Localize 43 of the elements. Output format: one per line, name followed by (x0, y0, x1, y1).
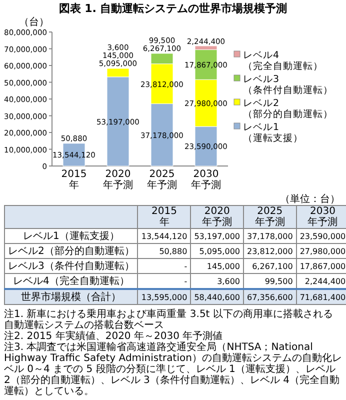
x-tick-label: 2025年予測 (146, 169, 178, 191)
text: 67,356,600 (244, 289, 296, 304)
text: 13,544,120 (141, 232, 188, 240)
x-tick-label: 2015年 (60, 169, 88, 191)
text: 5,095,000 (199, 246, 240, 256)
text: 注3. 本調査では米国運輸省高速道路交通安全局（NHTSA；National Highway Traffic Safety Administration）の自動運転システムの自動化レベル 0～4 までの 5 段階の分類に準じて、レベル 1（運転支援）、レベル 2（部分的自動運転）、レベル 3（条件付自動運転）、レベル 4（完全自動運転）としている。 (4, 342, 342, 397)
text: - (184, 276, 188, 286)
text: 23,590,000 (300, 232, 346, 240)
text: 58,440,600 (190, 289, 244, 304)
text: レベル4（完全自動運転） (13, 276, 130, 287)
legend-label: レベル4 （完全自動運転） (243, 50, 323, 72)
text: 23,812,000 (247, 246, 293, 256)
legend-label: レベル2 （部分的自動運転） (243, 98, 333, 120)
text: 注2. 2015 年実績値、2020 年～2030 年予測値 (4, 331, 224, 342)
text: 71,681,400 (296, 289, 346, 304)
text: 27,980,000 (300, 246, 346, 256)
text: 世界市場規模（合計） (4, 289, 138, 304)
legend-label: レベル1 （運転支援） (243, 122, 303, 144)
text: 145,000 (206, 262, 240, 270)
text: 37,178,000 (247, 232, 293, 240)
text: 注1. 新車における乗用車および車両重量 3.5t 以下の商用車に搭載される自動運転システムの搭載台数ベース (4, 309, 334, 331)
chart-title: 図表 1. 自動運転システムの世界市場規模予測 (58, 2, 288, 15)
text: レベル2（部分的自動運転） (8, 246, 134, 257)
x-tick-label: 2030年予測 (190, 169, 222, 191)
category-label: 2015年 (152, 206, 177, 228)
text: - (184, 262, 188, 270)
y-axis-title: （台） (19, 16, 49, 28)
x-tick-label: 2020年予測 (102, 169, 134, 191)
text: 50,880 (159, 246, 188, 256)
text: 6,267,100 (252, 262, 293, 270)
category-label: 2025年予測 (254, 206, 285, 228)
text: レベル1（運転支援） (23, 231, 120, 242)
text: 13,595,000 (138, 289, 191, 304)
category-label: 2030年予測 (308, 206, 338, 228)
category-label: 2020年予測 (202, 206, 232, 228)
text: （単位：台） (279, 194, 341, 205)
text: 53,197,000 (194, 232, 240, 240)
text: 2,244,400 (304, 276, 346, 286)
text: レベル3（条件付自動運転） (8, 261, 134, 272)
text: 99,500 (264, 276, 293, 286)
text: 3,600 (217, 276, 240, 286)
legend-label: レベル3 （条件付自動運転） (243, 74, 333, 96)
text: 17,867,000 (300, 262, 346, 270)
